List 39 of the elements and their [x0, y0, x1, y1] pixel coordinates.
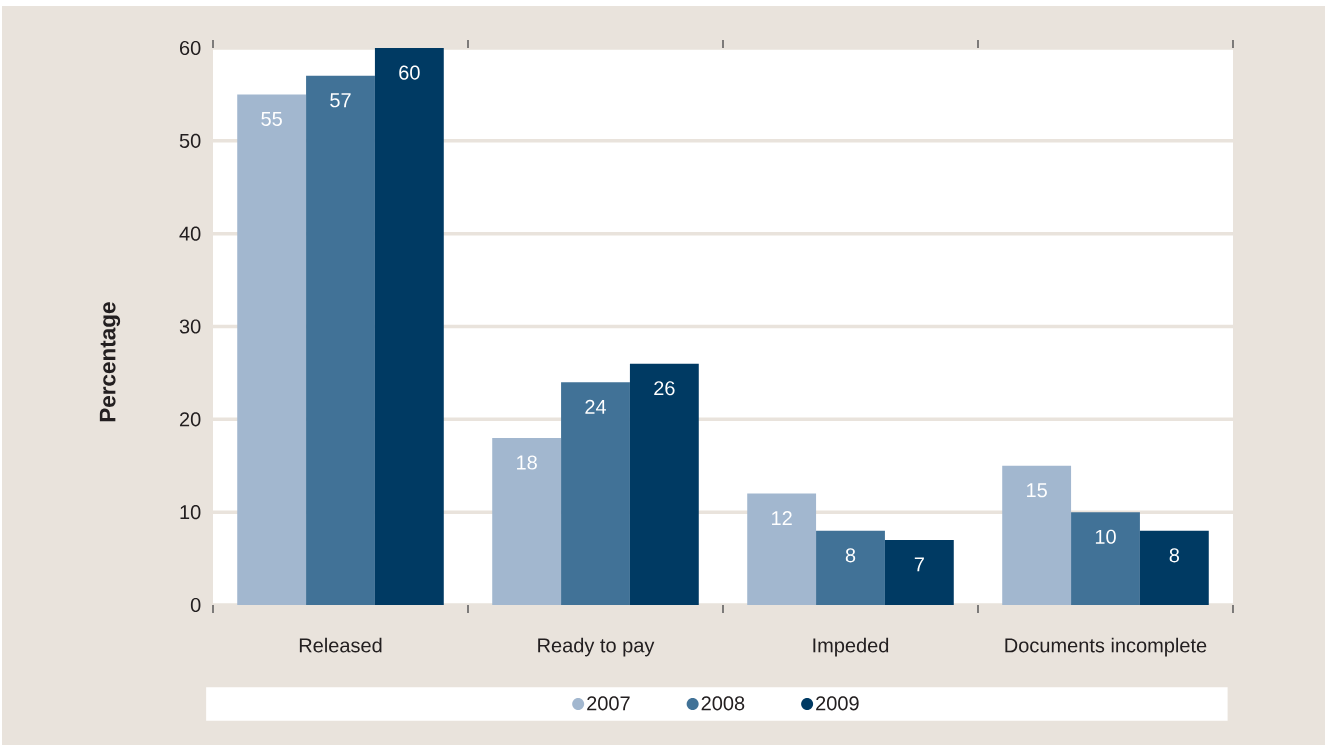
bar	[1071, 512, 1140, 605]
bar	[884, 540, 954, 605]
legend-label: 2009	[816, 696, 859, 711]
bar	[492, 437, 562, 605]
x-tick-label: Ready to pay	[538, 637, 655, 657]
data-label: 8	[1169, 548, 1180, 563]
y-tick-label: 50	[179, 133, 201, 148]
y-tick-label: 10	[180, 505, 201, 520]
y-tick-label: 30	[179, 319, 201, 334]
data-label: 57	[330, 93, 351, 108]
y-tick-label: 40	[179, 226, 201, 241]
bar	[561, 382, 630, 605]
legend-label: 2008	[701, 696, 745, 711]
bar	[1002, 465, 1072, 605]
data-label: 60	[399, 65, 420, 80]
data-label: 24	[585, 399, 607, 414]
bar	[816, 530, 885, 605]
y-tick-label: 0	[190, 597, 201, 613]
data-label: 55	[261, 111, 282, 126]
bar	[306, 75, 375, 605]
data-label: 10	[1095, 529, 1116, 544]
data-label: 12	[772, 511, 792, 526]
y-axis-title: Percentage	[99, 302, 121, 422]
bar	[629, 363, 699, 605]
y-tick-label: 20	[179, 412, 201, 427]
bar	[747, 493, 817, 605]
data-label: 15	[1027, 483, 1047, 498]
data-label: 8	[845, 548, 856, 563]
x-tick-label: Released	[299, 637, 382, 653]
bar	[1139, 530, 1209, 605]
x-tick-label: Documents incomplete	[1005, 637, 1207, 657]
bar	[237, 94, 307, 605]
data-label: 7	[914, 557, 924, 572]
data-label: 26	[654, 381, 675, 396]
y-tick-label: 60	[180, 40, 201, 56]
bar	[374, 48, 444, 605]
data-label: 18	[517, 455, 537, 470]
x-tick-label: Impeded	[813, 637, 889, 657]
legend-label: 2007	[587, 696, 630, 711]
